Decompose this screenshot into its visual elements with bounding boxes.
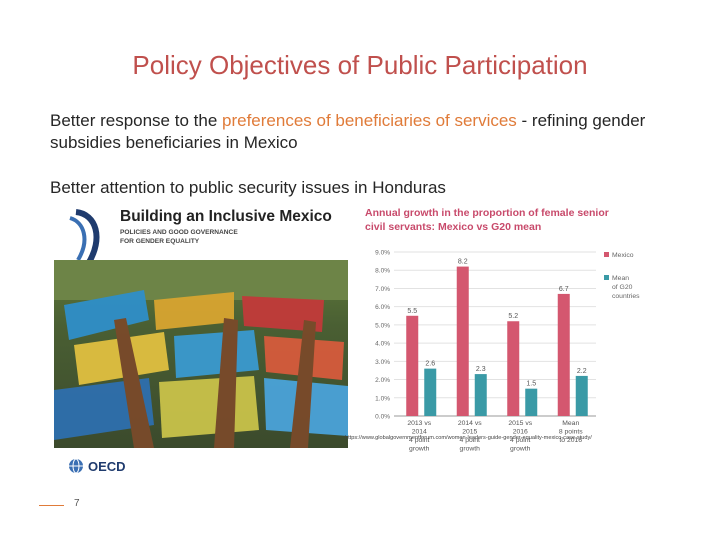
page-number: 7	[74, 498, 80, 509]
x-tick-label: 2014	[412, 429, 427, 436]
x-tick-label: 2014 vs	[458, 420, 482, 427]
bullet-mexico-pre: Better response to the	[50, 111, 222, 130]
x-tick-label: growth	[510, 446, 531, 453]
y-tick-label: 0.0%	[375, 414, 390, 421]
boats-photo	[54, 260, 348, 448]
bar-mexico	[456, 266, 469, 416]
oecd-emblem-icon	[69, 209, 100, 266]
data-label: 2.2	[577, 368, 587, 375]
legend-swatch-g20	[604, 275, 609, 280]
x-tick-label: 2016	[513, 429, 528, 436]
data-label: 6.7	[559, 286, 569, 293]
book-subtitle-line2: FOR GENDER EQUALITY	[120, 237, 200, 245]
x-tick-label: growth	[460, 446, 481, 453]
x-tick-label: 2013 vs	[407, 420, 431, 427]
chart-title: Annual growth in the proportion of femal…	[365, 206, 609, 234]
oecd-logo: OECD	[68, 458, 126, 474]
page-divider	[39, 505, 64, 506]
globe-icon	[69, 458, 83, 474]
bullet-mexico: Better response to the preferences of be…	[50, 110, 690, 154]
book-cover-image: Building an Inclusive Mexico POLICIES AN…	[38, 200, 348, 490]
bullet-mexico-highlight: preferences of beneficiaries of services	[222, 111, 517, 130]
bar-mexico	[557, 293, 570, 416]
x-tick-label: 4 point	[409, 437, 430, 444]
chart-title-line2: civil servants: Mexico vs G20 mean	[365, 221, 542, 233]
y-tick-label: 8.0%	[375, 268, 390, 275]
legend-label: Mean	[612, 275, 629, 282]
y-tick-label: 3.0%	[375, 359, 390, 366]
legend-label: Mexico	[612, 252, 634, 259]
x-tick-label: to 2016	[559, 437, 582, 444]
y-tick-label: 4.0%	[375, 341, 390, 348]
bar-mexico	[507, 321, 520, 416]
y-tick-label: 5.0%	[375, 322, 390, 329]
data-label: 2.3	[476, 366, 486, 373]
y-tick-label: 7.0%	[375, 286, 390, 293]
bar-g20	[474, 374, 487, 416]
data-label: 1.5	[526, 381, 536, 388]
x-tick-label: 2015 vs	[508, 420, 532, 427]
chart-plot: 9.0% 8.0% 7.0% 6.0% 5.0% 4.0% 3.0% 2.0% 1.0% 0.0%…	[375, 250, 640, 453]
bar-mexico	[406, 315, 419, 416]
legend-label: of G20	[612, 284, 633, 291]
bar-g20	[424, 368, 437, 416]
x-tick-label: Mean	[562, 420, 579, 427]
x-tick-label: 8 points	[559, 429, 583, 436]
chart-title-line1: Annual growth in the proportion of femal…	[365, 207, 609, 219]
data-label: 2.6	[425, 361, 435, 368]
data-label: 5.2	[508, 313, 518, 320]
y-tick-label: 2.0%	[375, 377, 390, 384]
y-tick-label: 1.0%	[375, 395, 390, 402]
legend-swatch-mexico	[604, 252, 609, 257]
bar-g20	[525, 388, 538, 416]
bar-g20	[575, 375, 588, 416]
book-subtitle: POLICIES AND GOOD GOVERNANCE FOR GENDER …	[120, 229, 320, 246]
x-tick-label: growth	[409, 446, 430, 453]
y-tick-label: 6.0%	[375, 304, 390, 311]
y-tick-label: 9.0%	[375, 250, 390, 257]
x-tick-label: 2015	[462, 429, 477, 436]
book-subtitle-line1: POLICIES AND GOOD GOVERNANCE	[120, 229, 238, 236]
legend-label: countries	[612, 293, 640, 300]
data-label: 8.2	[458, 259, 468, 266]
oecd-logo-text: OECD	[88, 458, 126, 474]
book-title: Building an Inclusive Mexico	[120, 208, 332, 225]
bar-chart: Annual growth in the proportion of femal…	[338, 200, 668, 460]
data-label: 5.5	[407, 308, 417, 315]
bullet-honduras: Better attention to public security issu…	[50, 178, 446, 197]
source-url: https://www.globalgovernmentforum.com/wo…	[345, 435, 592, 441]
x-tick-label: 4 point	[460, 437, 481, 444]
x-tick-label: 4 point	[510, 437, 531, 444]
bullet-mexico-post: - refining gender subsidies beneficiarie…	[50, 111, 646, 152]
slide-title: Policy Objectives of Public Participatio…	[132, 50, 588, 80]
